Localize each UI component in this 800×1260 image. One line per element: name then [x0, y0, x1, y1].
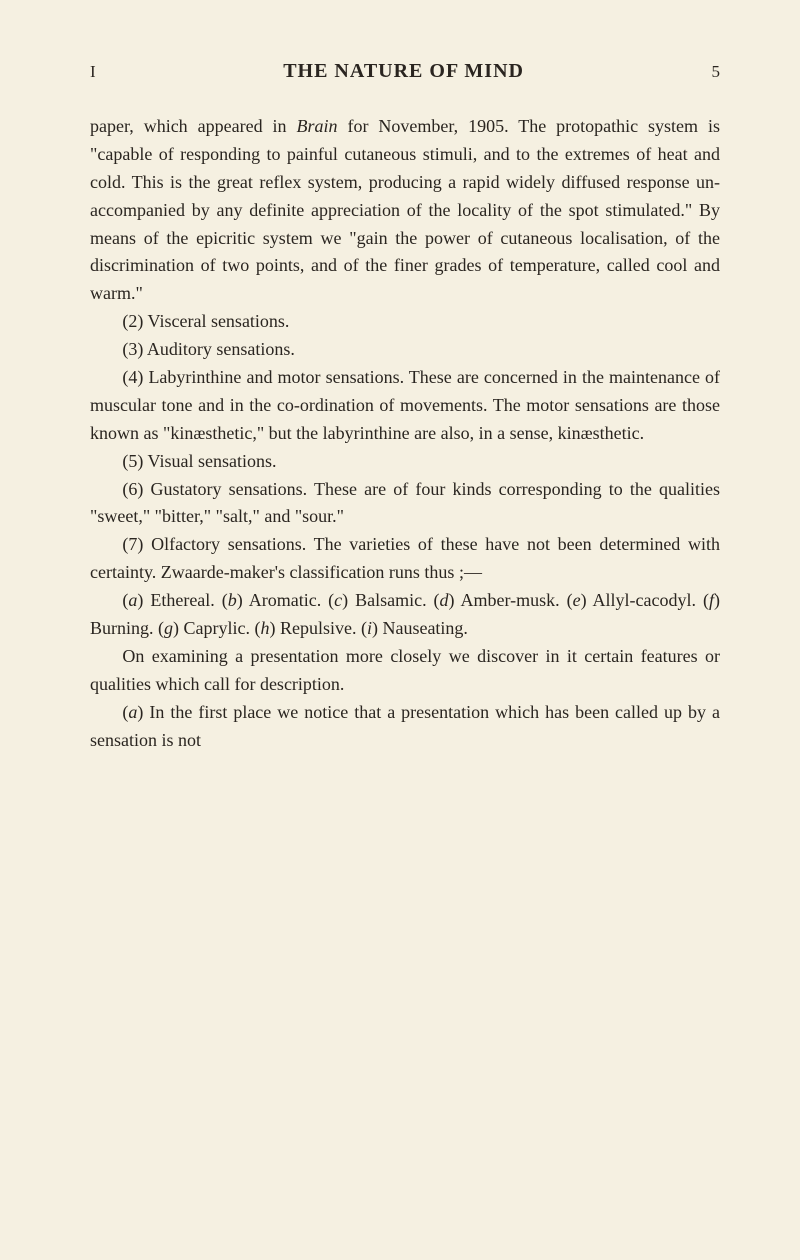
body-text: paper, which appeared in Brain for Novem… [90, 113, 720, 754]
paragraph-5: (5) Visual sensations. [90, 448, 720, 476]
paragraph-3: (3) Auditory sensations. [90, 336, 720, 364]
p8-7: ) Caprylic. ( [173, 618, 260, 638]
p1-pre: paper, which appeared in [90, 116, 296, 136]
paragraph-8: (a) Ethereal. (b) Aromatic. (c) Balsamic… [90, 587, 720, 643]
chapter-title: THE NATURE OF MIND [96, 60, 712, 83]
paragraph-2: (2) Visceral sensations. [90, 308, 720, 336]
paragraph-9: On examining a presentation more closely… [90, 643, 720, 699]
p8-3: ) Balsamic. ( [342, 590, 439, 610]
p8-d: d [440, 590, 449, 610]
p8-4: ) Amber-musk. ( [449, 590, 573, 610]
p8-8: ) Repulsive. ( [269, 618, 366, 638]
page-header: I THE NATURE OF MIND 5 [90, 60, 720, 83]
p8-9: ) Nauseating. [372, 618, 468, 638]
p10-post: ) In the first place we notice that a pr… [90, 702, 720, 750]
p8-1: ) Ethereal. ( [137, 590, 227, 610]
p8-2: ) Aromatic. ( [237, 590, 334, 610]
book-page: I THE NATURE OF MIND 5 paper, which appe… [0, 0, 800, 804]
p8-e: e [573, 590, 581, 610]
p1-post: for November, 1905. The protopathic syst… [90, 116, 720, 303]
page-number: 5 [712, 62, 721, 82]
paragraph-7: (7) Olfactory sensations. The varieties … [90, 531, 720, 587]
p8-g: g [164, 618, 173, 638]
p1-italic: Brain [296, 116, 337, 136]
p8-c: c [334, 590, 342, 610]
p8-b: b [228, 590, 237, 610]
paragraph-1: paper, which appeared in Brain for Novem… [90, 113, 720, 308]
paragraph-4: (4) Labyrinthine and motor sensations. T… [90, 364, 720, 448]
paragraph-6: (6) Gustatory sensations. These are of f… [90, 476, 720, 532]
p8-5: ) Allyl-cacodyl. ( [581, 590, 709, 610]
paragraph-10: (a) In the first place we notice that a … [90, 699, 720, 755]
